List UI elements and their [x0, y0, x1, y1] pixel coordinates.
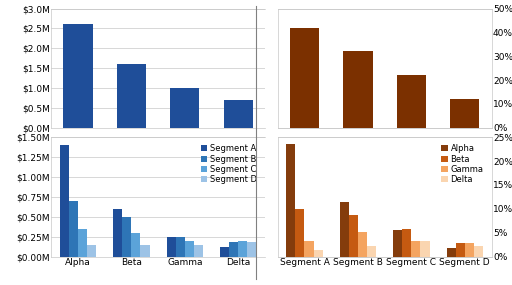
Legend: Segment A, Segment B, Segment C, Segment D: Segment A, Segment B, Segment C, Segment… — [199, 143, 259, 186]
Bar — [456, 243, 465, 256]
Bar — [117, 64, 146, 128]
Bar — [358, 232, 367, 256]
Bar — [220, 247, 229, 256]
Bar — [166, 237, 176, 256]
Bar — [397, 75, 426, 128]
Bar — [224, 100, 253, 128]
Bar — [349, 215, 358, 256]
Bar — [474, 246, 483, 256]
Bar — [69, 201, 78, 256]
Bar — [393, 230, 402, 256]
Bar — [238, 241, 247, 256]
Bar — [343, 52, 373, 128]
Bar — [122, 217, 132, 256]
Bar — [185, 241, 194, 256]
Bar — [420, 241, 430, 256]
Bar — [313, 250, 323, 256]
Bar — [295, 209, 305, 256]
Bar — [132, 233, 140, 256]
Bar — [113, 209, 122, 256]
Bar — [170, 88, 200, 128]
Bar — [305, 241, 313, 256]
Bar — [176, 237, 185, 256]
Bar — [367, 246, 376, 256]
Bar — [247, 242, 257, 256]
Bar — [446, 248, 456, 256]
Bar — [465, 243, 474, 256]
Bar — [290, 28, 319, 128]
Bar — [63, 25, 93, 128]
Bar — [450, 99, 480, 128]
Bar — [194, 245, 203, 256]
Bar — [60, 145, 69, 256]
Bar — [140, 245, 150, 256]
Bar — [286, 144, 295, 256]
Bar — [402, 229, 411, 256]
Bar — [78, 229, 87, 256]
Legend: Alpha, Beta, Gamma, Delta: Alpha, Beta, Gamma, Delta — [440, 143, 485, 186]
Bar — [87, 245, 96, 256]
Bar — [411, 241, 420, 256]
Bar — [340, 202, 349, 256]
Bar — [229, 242, 238, 256]
